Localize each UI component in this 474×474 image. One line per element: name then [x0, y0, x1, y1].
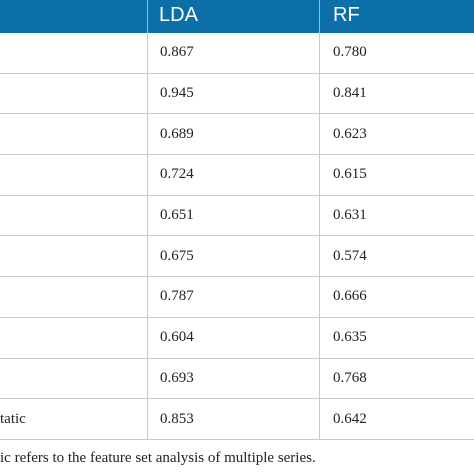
rf-value: 0.642	[333, 410, 367, 427]
table-row: 0.787 0.666	[0, 277, 474, 318]
column-divider	[319, 277, 320, 317]
row-label	[0, 196, 147, 236]
rf-value: 0.631	[333, 207, 367, 224]
row-label	[0, 277, 147, 317]
header-divider	[147, 0, 148, 33]
table-row: 0.945 0.841	[0, 73, 474, 115]
rf-value: 0.780	[333, 44, 367, 61]
column-divider	[319, 155, 320, 195]
row-label	[0, 359, 147, 399]
lda-value: 0.853	[160, 410, 194, 427]
rf-value: 0.666	[333, 288, 367, 305]
rf-value: 0.768	[333, 369, 367, 386]
column-divider	[147, 73, 148, 114]
lda-value: 0.604	[160, 329, 194, 346]
rf-value: 0.623	[333, 125, 367, 142]
table-row: 0.651 0.631	[0, 195, 474, 237]
table-body: 0.867 0.780 0.945 0.841 0.689 0.623 0.72…	[0, 33, 474, 440]
table-row: 0.675 0.574	[0, 236, 474, 278]
column-header-lda: LDA	[159, 4, 198, 26]
column-divider	[319, 236, 320, 277]
table-row: 0.689 0.623	[0, 114, 474, 156]
column-divider	[147, 317, 148, 358]
column-divider	[319, 317, 320, 358]
column-divider	[319, 73, 320, 114]
rf-value: 0.615	[333, 166, 367, 183]
row-label	[0, 236, 147, 276]
column-divider	[319, 399, 320, 439]
column-divider	[147, 195, 148, 236]
lda-value: 0.651	[160, 207, 194, 224]
lda-value: 0.689	[160, 125, 194, 142]
table-row: 0.724 0.615	[0, 155, 474, 196]
lda-value: 0.675	[160, 247, 194, 264]
rf-value: 0.635	[333, 329, 367, 346]
row-label	[0, 74, 147, 114]
column-divider	[147, 236, 148, 277]
table-footnote: ic refers to the feature set analysis of…	[0, 450, 316, 466]
row-label	[0, 114, 147, 154]
column-divider	[147, 399, 148, 439]
column-header-rf: RF	[333, 4, 360, 26]
column-divider	[319, 114, 320, 155]
row-label: tatic	[0, 410, 26, 427]
lda-value: 0.787	[160, 288, 194, 305]
table-row: tatic 0.853 0.642	[0, 399, 474, 440]
header-divider	[319, 0, 320, 33]
column-divider	[319, 33, 320, 73]
row-label	[0, 318, 147, 358]
rf-value: 0.841	[333, 85, 367, 102]
column-divider	[319, 195, 320, 236]
column-divider	[319, 358, 320, 399]
column-divider	[147, 277, 148, 317]
row-label	[0, 33, 147, 73]
table-row: 0.604 0.635	[0, 317, 474, 359]
lda-value: 0.945	[160, 85, 194, 102]
column-divider	[147, 358, 148, 399]
lda-value: 0.867	[160, 44, 194, 61]
table-row: 0.867 0.780	[0, 33, 474, 74]
table-row: 0.693 0.768	[0, 358, 474, 400]
row-label	[0, 155, 147, 195]
table-header: LDA RF	[0, 0, 474, 33]
lda-value: 0.724	[160, 166, 194, 183]
column-divider	[147, 33, 148, 73]
column-divider	[147, 155, 148, 195]
rf-value: 0.574	[333, 247, 367, 264]
column-divider	[147, 114, 148, 155]
lda-value: 0.693	[160, 369, 194, 386]
